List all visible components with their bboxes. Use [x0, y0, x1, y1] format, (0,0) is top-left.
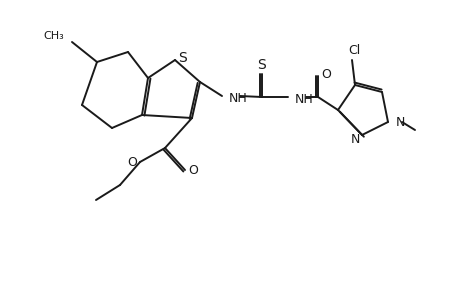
Text: CH₃: CH₃: [43, 31, 64, 41]
Text: N: N: [395, 116, 404, 128]
Text: NH: NH: [229, 92, 247, 104]
Text: O: O: [320, 68, 330, 80]
Text: N: N: [350, 133, 359, 146]
Text: O: O: [188, 164, 197, 176]
Text: O: O: [127, 155, 137, 169]
Text: S: S: [257, 58, 266, 72]
Text: NH: NH: [294, 92, 313, 106]
Text: Cl: Cl: [347, 44, 359, 56]
Text: S: S: [178, 51, 187, 65]
